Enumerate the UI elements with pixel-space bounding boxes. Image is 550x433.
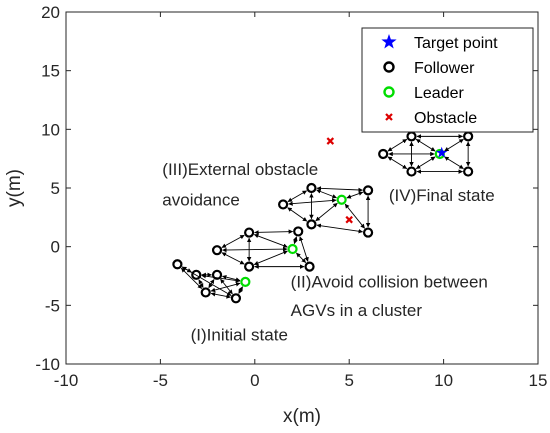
follower-point bbox=[230, 293, 242, 304]
cluster-link bbox=[344, 203, 365, 229]
follower-point bbox=[244, 227, 255, 238]
cluster-link bbox=[415, 156, 436, 170]
legend-label: Follower bbox=[414, 60, 475, 77]
cluster-link bbox=[287, 207, 308, 222]
annotation-label: AGVs in a cluster bbox=[291, 301, 423, 320]
cluster-link bbox=[288, 198, 337, 206]
cluster-link bbox=[316, 186, 363, 193]
cluster-link bbox=[296, 252, 307, 263]
x-tick-label: 15 bbox=[529, 371, 548, 390]
follower-point bbox=[378, 148, 389, 160]
cluster-link bbox=[198, 279, 204, 288]
legend-label: Target point bbox=[414, 35, 498, 52]
follower-point bbox=[306, 219, 317, 230]
follower-point bbox=[362, 185, 374, 196]
follower-point bbox=[244, 261, 255, 272]
y-tick-label: -5 bbox=[45, 296, 60, 315]
annotation-label: (IV)Final state bbox=[389, 186, 495, 205]
legend-label: Leader bbox=[414, 85, 464, 102]
cluster-link bbox=[253, 233, 288, 248]
cluster-link bbox=[387, 156, 408, 170]
obstacle-point bbox=[326, 137, 335, 145]
leader-point bbox=[336, 194, 347, 205]
y-axis-label: y(m) bbox=[4, 169, 25, 207]
legend-marker-obstacle bbox=[385, 113, 393, 121]
legend-marker-target bbox=[381, 34, 397, 49]
follower-point bbox=[278, 199, 289, 210]
follower-point bbox=[362, 227, 374, 238]
annotation-label: (III)External obstacle bbox=[162, 160, 318, 179]
y-tick-label: 20 bbox=[41, 3, 60, 22]
follower-point bbox=[211, 269, 223, 280]
follower-point bbox=[306, 182, 317, 194]
y-tick-label: 0 bbox=[51, 238, 60, 257]
x-tick-label: 0 bbox=[250, 371, 259, 390]
y-tick-label: 10 bbox=[41, 120, 60, 139]
cluster-link bbox=[299, 236, 309, 262]
legend-marker-leader bbox=[383, 86, 395, 98]
cluster-link bbox=[253, 250, 288, 266]
cluster-link bbox=[387, 138, 408, 152]
x-tick-label: -5 bbox=[153, 371, 168, 390]
follower-point bbox=[211, 245, 223, 256]
cluster-link bbox=[316, 223, 364, 234]
annotation-label: (II)Avoid collision between bbox=[291, 273, 488, 292]
cluster-link bbox=[444, 156, 464, 170]
cluster-link bbox=[293, 236, 298, 245]
obstacle-point bbox=[345, 215, 353, 224]
cluster-link bbox=[221, 252, 245, 265]
annotation-label: (I)Initial state bbox=[191, 326, 288, 345]
x-tick-label: 10 bbox=[434, 371, 453, 390]
leader-point bbox=[287, 243, 298, 255]
y-tick-label: 15 bbox=[41, 62, 60, 81]
y-tick-label: -10 bbox=[35, 355, 60, 374]
cluster-link bbox=[315, 202, 338, 222]
cluster-link bbox=[210, 282, 241, 293]
follower-point bbox=[191, 269, 202, 280]
cluster-link bbox=[201, 273, 241, 283]
follower-point bbox=[304, 261, 315, 272]
annotation-label: avoidance bbox=[162, 191, 240, 210]
x-tick-label: 5 bbox=[344, 371, 353, 390]
leader-point bbox=[240, 276, 251, 287]
y-tick-label: 5 bbox=[51, 179, 60, 198]
cluster-link bbox=[415, 138, 436, 152]
cluster-link bbox=[254, 229, 294, 235]
cluster-link bbox=[316, 189, 337, 199]
follower-point bbox=[200, 287, 211, 298]
annotations: (I)Initial state (II)Avoid collision betw… bbox=[162, 160, 494, 344]
cluster-link bbox=[210, 292, 231, 299]
legend: Target point Follower Leader Obstacle bbox=[361, 27, 534, 133]
follower-point bbox=[406, 166, 417, 177]
cluster-link bbox=[222, 246, 288, 253]
axis-ticks: -10 -5 0 5 10 15 -10 -5 0 5 10 15 20 bbox=[35, 3, 547, 390]
cluster-link bbox=[346, 191, 364, 199]
legend-marker-follower bbox=[383, 61, 395, 73]
cluster-link bbox=[444, 138, 464, 152]
cluster-link bbox=[221, 234, 245, 248]
follower-point bbox=[293, 226, 304, 237]
follower-point bbox=[463, 166, 474, 177]
x-axis-label: x(m) bbox=[283, 406, 321, 427]
follower-point bbox=[172, 259, 183, 270]
x-tick-label: -10 bbox=[54, 371, 79, 390]
target-point bbox=[436, 146, 448, 158]
legend-label: Obstacle bbox=[414, 110, 477, 127]
cluster-link bbox=[238, 286, 244, 294]
cluster-links bbox=[180, 134, 471, 299]
